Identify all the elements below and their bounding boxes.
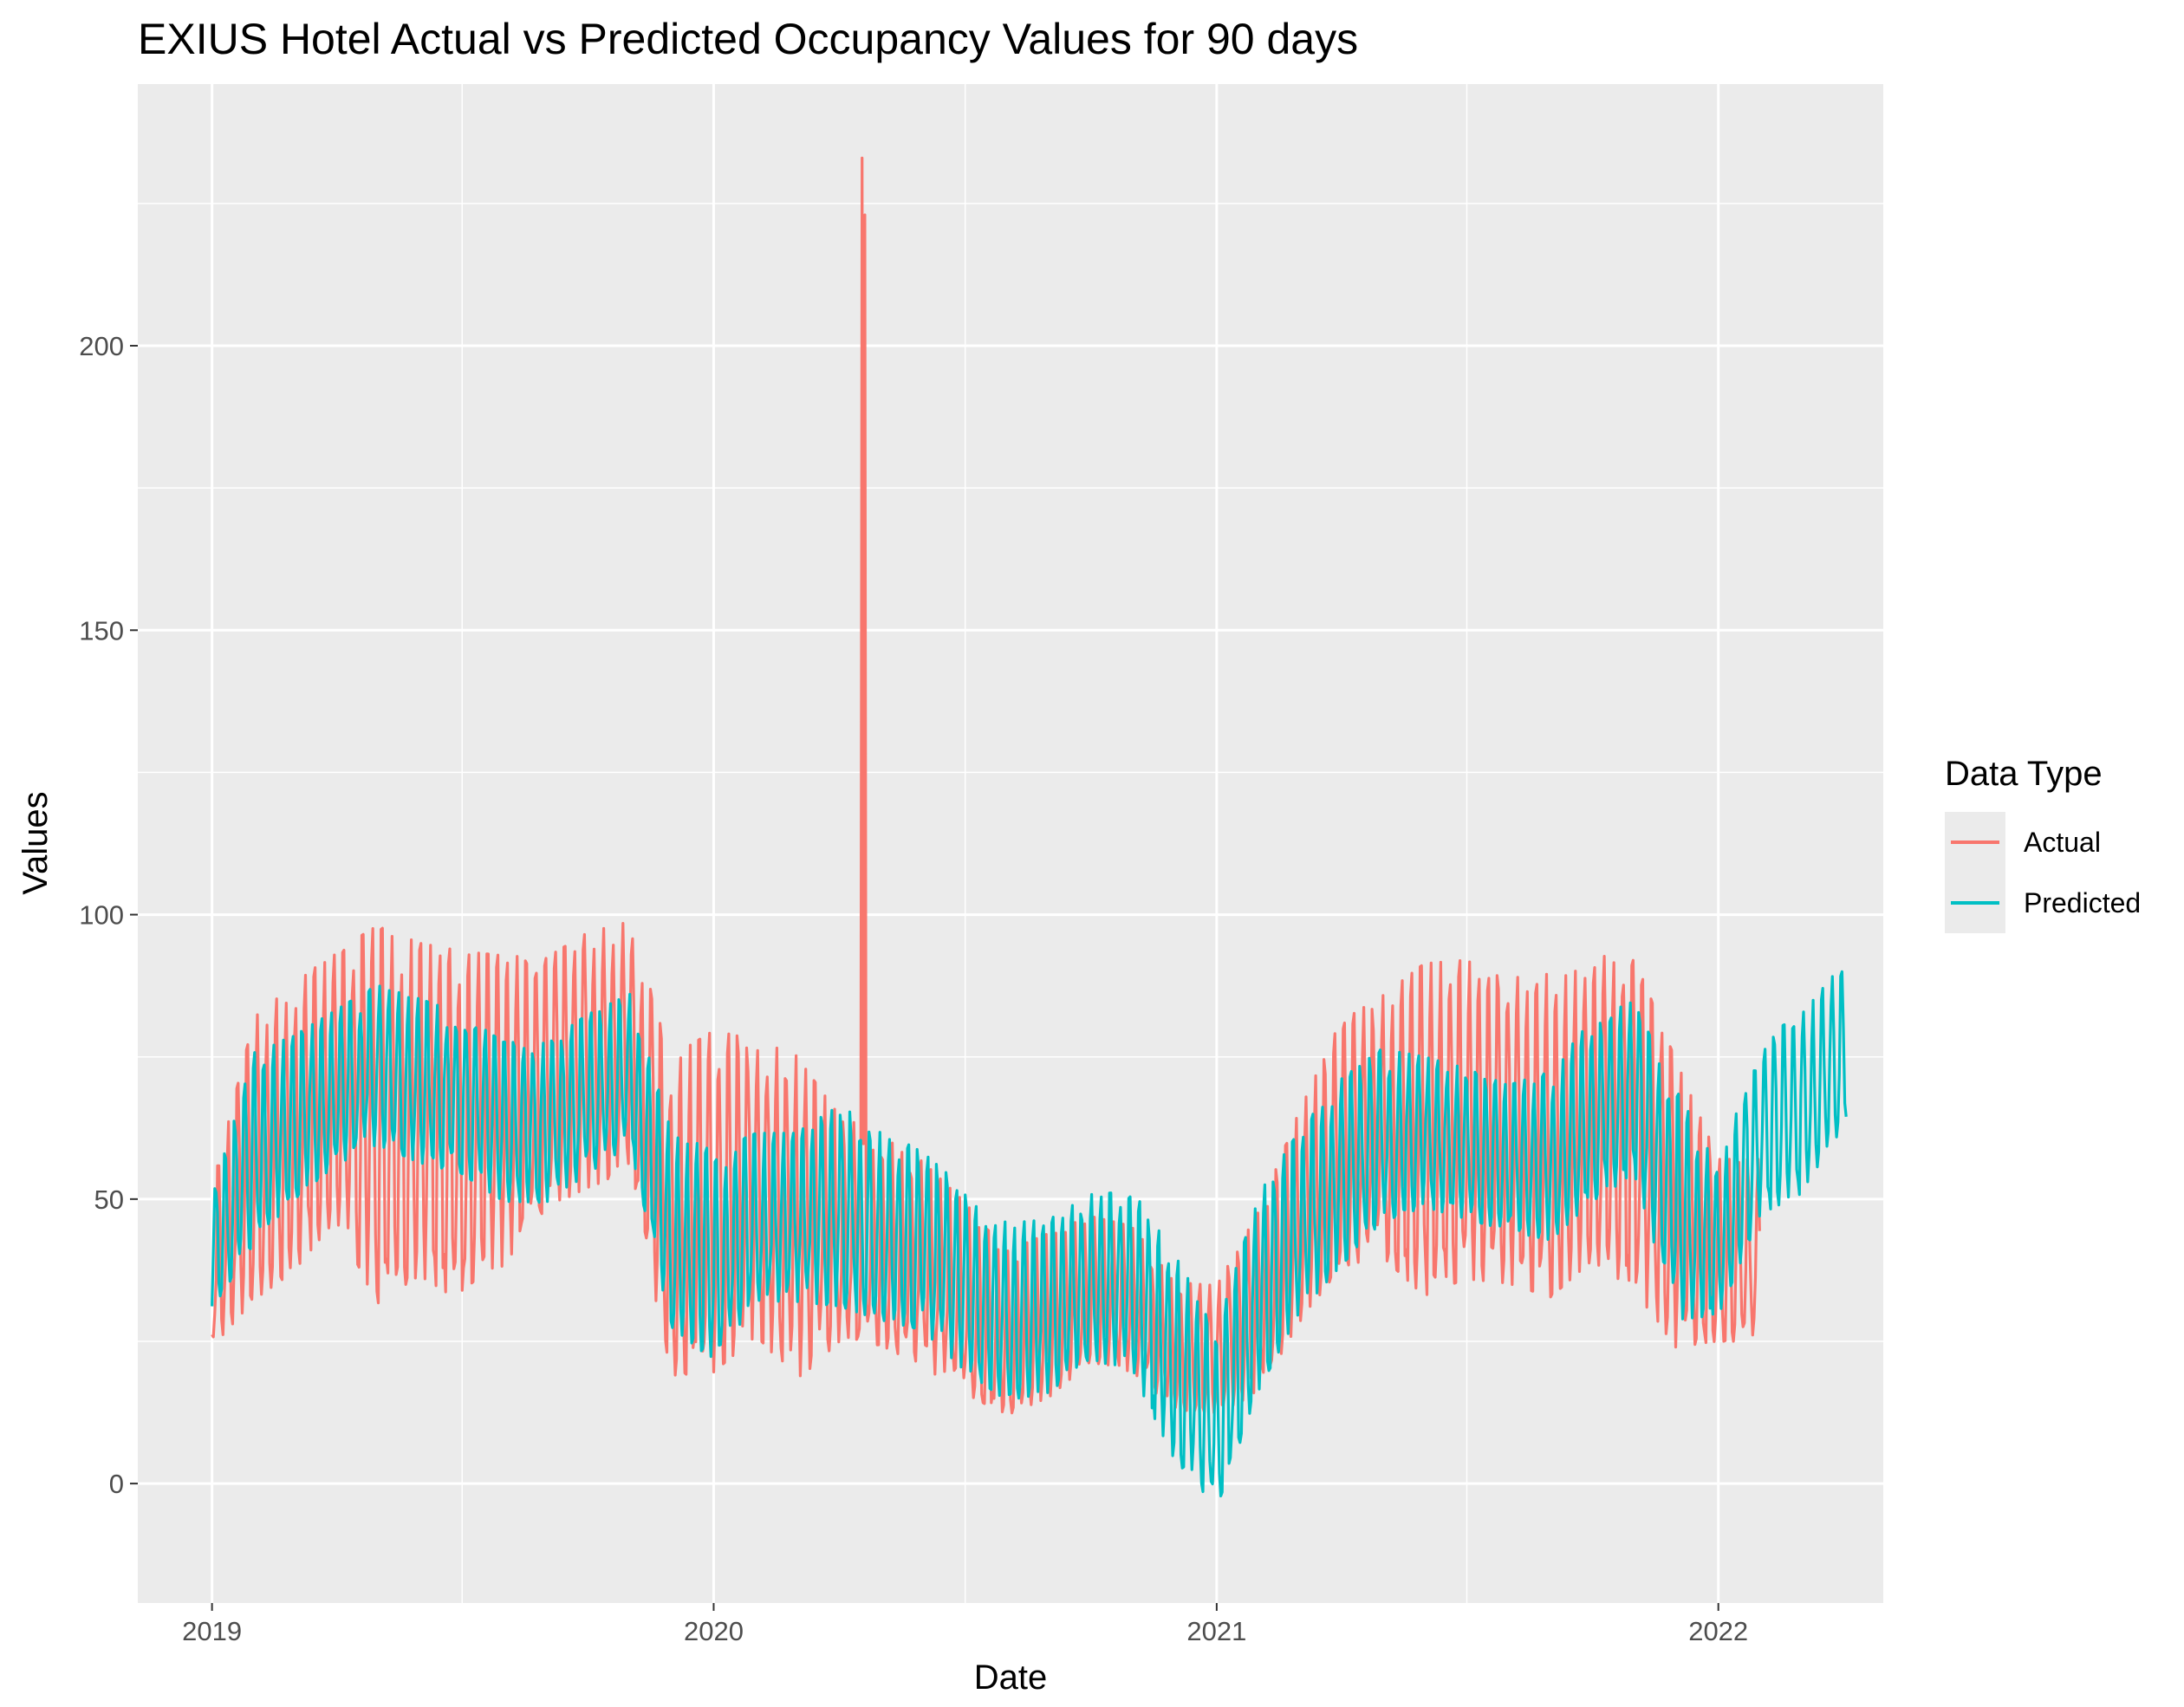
legend-label-predicted: Predicted: [2024, 887, 2141, 918]
y-axis-title: Values: [16, 791, 55, 894]
x-tick-label: 2020: [684, 1616, 744, 1646]
y-axis-ticks: 0 50 100 150 200: [79, 331, 138, 1499]
y-tick-label: 150: [79, 615, 124, 646]
chart-title: EXIUS Hotel Actual vs Predicted Occupanc…: [138, 15, 1358, 63]
legend: Data Type Actual Predicted: [1945, 755, 2141, 933]
y-tick-label: 0: [109, 1469, 124, 1499]
x-tick-label: 2019: [182, 1616, 242, 1646]
legend-title: Data Type: [1945, 755, 2103, 793]
x-tick-label: 2022: [1688, 1616, 1748, 1646]
y-tick-label: 100: [79, 900, 124, 931]
y-tick-label: 200: [79, 331, 124, 361]
series-line-actual: [211, 156, 1761, 1415]
x-axis-ticks: 2019 2020 2021 2022: [182, 1603, 1748, 1646]
series-layer: [211, 156, 1848, 1498]
legend-label-actual: Actual: [2024, 827, 2101, 858]
x-tick-label: 2021: [1186, 1616, 1246, 1646]
x-axis-title: Date: [974, 1658, 1048, 1697]
y-tick-label: 50: [94, 1185, 124, 1215]
series-line-predicted: [211, 970, 1848, 1498]
